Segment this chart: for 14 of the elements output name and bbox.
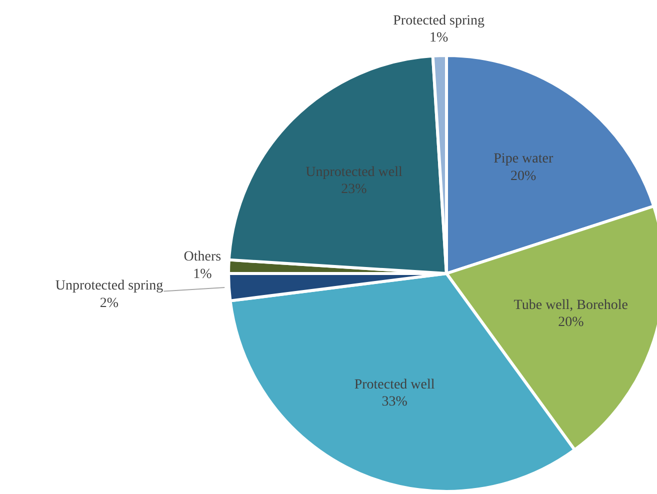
slice-label: Tube well, Borehole [514,298,628,313]
slice-label: Others [184,250,222,265]
data-label: 23% [341,182,368,198]
data-label: 1% [193,266,212,282]
data-label: 20% [510,168,537,184]
data-label: 2% [100,296,119,311]
slice-label: Unprotected spring [55,278,164,294]
slice-label: Pipe water [494,152,554,167]
slice-label: Protected spring [393,13,485,28]
data-label: 20% [558,315,584,330]
data-label: 1% [430,30,448,46]
data-label: 33% [382,394,408,410]
slice-label: Unprotected well [306,164,403,180]
slice-label: Protected well [354,377,435,392]
